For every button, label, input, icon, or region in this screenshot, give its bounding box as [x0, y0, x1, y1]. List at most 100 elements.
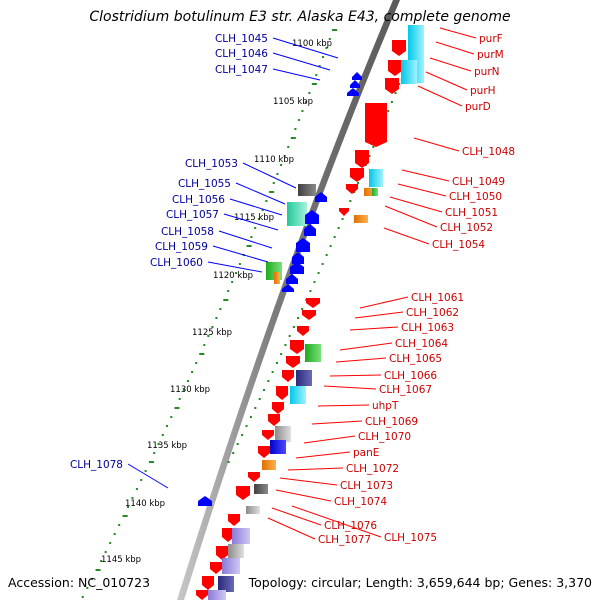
gene-label-reverse: CLH_1047 [215, 64, 268, 76]
tick-dot [325, 254, 328, 256]
gene-label-reverse: CLH_1058 [161, 226, 214, 238]
cds-feature [296, 370, 312, 386]
gene-label-forward: CLH_1074 [334, 496, 387, 508]
leader-line [218, 230, 273, 249]
tick-dot [271, 371, 274, 373]
leader-line [439, 27, 477, 39]
tick-dot [148, 461, 154, 463]
tick-dot [131, 497, 134, 499]
tick-dot [245, 425, 248, 427]
leader-line [272, 37, 339, 59]
cds-feature [290, 386, 306, 404]
forward-gene-arrow [339, 208, 349, 216]
tick-dot [341, 218, 344, 220]
leader-line [354, 311, 404, 319]
tick-dot [372, 146, 375, 148]
tick-dot [261, 209, 264, 211]
topology-text: Topology: circular; Length: 3,659,644 bp… [248, 575, 592, 590]
tick-dot [321, 263, 324, 265]
tick-dot [182, 389, 185, 391]
gene-label-forward: CLH_1075 [384, 532, 437, 544]
forward-gene-arrow [306, 298, 320, 308]
gene-label-reverse: CLH_1045 [215, 33, 268, 45]
tick-dot [219, 308, 222, 310]
reverse-gene-arrow [352, 72, 362, 80]
leader-line [323, 385, 377, 390]
tick-dot [368, 155, 371, 157]
leader-line [272, 68, 321, 81]
leader-line [279, 477, 338, 486]
forward-gene-arrow [346, 184, 358, 194]
gene-label-forward: CLH_1070 [358, 431, 411, 443]
leader-line [229, 198, 283, 216]
reverse-gene-arrow [315, 192, 327, 202]
tick-dot [250, 236, 253, 238]
forward-gene-arrow [355, 150, 369, 168]
tick-dot [223, 299, 229, 301]
cds-feature [218, 576, 234, 592]
tick-dot [313, 281, 316, 283]
gene-label-forward: CLH_1065 [389, 353, 442, 365]
forward-tick-ring [227, 29, 422, 463]
tick-dot [287, 146, 290, 148]
leader-line [235, 182, 286, 205]
gene-label-reverse: CLH_1057 [166, 209, 219, 221]
leader-line [267, 517, 316, 540]
tick-dot [195, 362, 198, 364]
scale-labels: 1100 kbp 1105 kbp 1110 kbp 1115 kbp 1120 kbp… [101, 39, 332, 565]
gene-features [196, 25, 424, 600]
scale-label: 1145 kbp [101, 555, 141, 565]
forward-gene-arrow [210, 562, 222, 574]
tick-dot [311, 83, 317, 85]
cds-feature [287, 202, 307, 226]
forward-gene-arrow [202, 576, 214, 590]
tick-dot [275, 362, 278, 364]
tick-dot [249, 416, 252, 418]
tick-dot [387, 110, 390, 112]
gene-label-forward: CLH_1073 [340, 480, 393, 492]
tick-dot [308, 92, 311, 94]
gene-label-reverse: CLH_1055 [178, 178, 231, 190]
accession-text: Accession: NC_010723 [8, 575, 151, 590]
tick-dot [161, 434, 164, 436]
tick-dot [186, 380, 189, 382]
cds-feature [305, 344, 321, 362]
tick-dot [349, 200, 352, 202]
scale-tick-ring [81, 29, 338, 598]
gene-label-forward: CLH_1061 [411, 292, 464, 304]
leader-line [272, 52, 331, 71]
forward-gene-arrow [196, 590, 208, 600]
tick-dot [166, 425, 169, 427]
leader-line [389, 196, 443, 213]
tick-dot [227, 290, 230, 292]
gene-label-forward: CLH_1077 [318, 534, 371, 546]
tick-dot [86, 587, 89, 589]
tick-dot [258, 398, 261, 400]
tick-dot [174, 407, 180, 409]
cds-feature [274, 272, 280, 284]
tick-dot [280, 353, 283, 355]
tick-dot [127, 506, 130, 508]
tick-dot [241, 434, 244, 436]
tick-dot [317, 272, 320, 274]
scale-label: 1140 kbp [125, 499, 165, 509]
cds-feature [275, 426, 291, 442]
leader-line [287, 467, 344, 471]
scale-label: 1110 kbp [254, 155, 294, 165]
gene-label-forward: purF [479, 33, 503, 45]
gene-label-reverse: CLH_1078 [70, 459, 123, 471]
forward-gene-arrow [268, 414, 280, 426]
gene-label-forward: CLH_1052 [440, 222, 493, 234]
tick-dot [265, 200, 268, 202]
gene-label-forward: CLH_1064 [395, 338, 448, 350]
reverse-gene-arrow [282, 284, 294, 292]
tick-dot [269, 191, 275, 193]
tick-dot [276, 173, 279, 175]
tick-dot [292, 326, 295, 328]
cds-feature [262, 460, 276, 470]
leader-line [359, 296, 409, 309]
tick-dot [90, 578, 93, 580]
gene-label-reverse: CLH_1060 [150, 257, 203, 269]
tick-dot [322, 56, 325, 58]
